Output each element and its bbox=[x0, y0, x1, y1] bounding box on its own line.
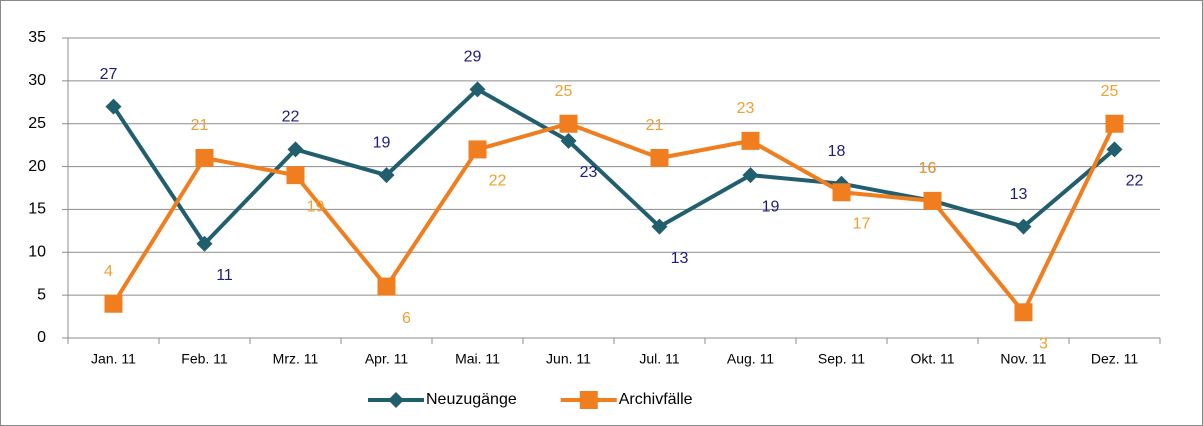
y-tick-label: 25 bbox=[28, 115, 46, 132]
y-tick-label: 10 bbox=[28, 244, 46, 261]
x-tick-label: Jul. 11 bbox=[639, 351, 679, 367]
data-label: 13 bbox=[1010, 186, 1028, 203]
data-label: 18 bbox=[828, 143, 846, 160]
data-point bbox=[1106, 141, 1123, 158]
data-point bbox=[741, 131, 760, 150]
legend-label: Archivfälle bbox=[619, 391, 693, 408]
y-tick-label: 15 bbox=[28, 201, 46, 218]
x-tick-label: Jun. 11 bbox=[546, 351, 591, 367]
data-label: 16 bbox=[919, 160, 937, 177]
data-label: 6 bbox=[402, 310, 411, 327]
x-tick-label: Feb. 11 bbox=[181, 351, 228, 367]
data-label: 25 bbox=[1101, 83, 1119, 100]
data-label: 17 bbox=[853, 216, 871, 233]
data-point bbox=[286, 166, 305, 185]
data-point bbox=[196, 235, 213, 252]
data-point bbox=[1015, 218, 1032, 235]
data-label: 23 bbox=[737, 100, 755, 117]
x-tick-label: Mrz. 11 bbox=[273, 351, 319, 367]
data-point bbox=[378, 167, 395, 184]
data-label: 16 bbox=[919, 160, 937, 177]
data-label: 4 bbox=[104, 263, 113, 280]
data-point bbox=[560, 132, 577, 149]
data-point bbox=[105, 98, 122, 115]
data-label: 19 bbox=[307, 198, 325, 215]
data-label: 13 bbox=[671, 250, 689, 267]
data-label: 21 bbox=[646, 117, 664, 134]
data-label: 19 bbox=[762, 198, 780, 215]
series-line bbox=[111, 87, 1116, 246]
x-tick-label: Aug. 11 bbox=[727, 351, 774, 367]
data-point bbox=[742, 167, 759, 184]
data-label: 3 bbox=[1039, 336, 1048, 353]
data-label: 22 bbox=[1126, 173, 1144, 190]
y-tick-label: 35 bbox=[28, 29, 46, 46]
data-point bbox=[1014, 303, 1033, 322]
data-point bbox=[1105, 114, 1124, 133]
data-point bbox=[195, 149, 214, 167]
data-point bbox=[559, 114, 578, 133]
legend-label: Neuzugänge bbox=[426, 391, 517, 408]
x-tick-label: Jan. 11 bbox=[91, 351, 136, 367]
data-point bbox=[923, 191, 942, 210]
y-tick-label: 0 bbox=[37, 329, 46, 346]
x-tick-label: Sep. 11 bbox=[818, 351, 865, 367]
data-point bbox=[469, 81, 486, 98]
x-tick-label: Okt. 11 bbox=[910, 351, 954, 367]
data-label: 29 bbox=[464, 49, 482, 66]
data-point bbox=[650, 149, 669, 167]
data-point bbox=[104, 294, 123, 313]
series-line bbox=[111, 121, 1117, 315]
y-tick-label: 30 bbox=[28, 72, 46, 89]
legend-marker bbox=[579, 391, 598, 409]
data-label: 23 bbox=[580, 164, 598, 181]
x-tick-label: Dez. 11 bbox=[1091, 351, 1138, 367]
data-label: 27 bbox=[100, 66, 118, 83]
x-tick-label: Nov. 11 bbox=[1000, 351, 1046, 367]
data-label: 21 bbox=[191, 117, 209, 134]
data-label: 22 bbox=[489, 173, 507, 190]
x-tick-label: Apr. 11 bbox=[365, 351, 409, 367]
data-point bbox=[287, 141, 304, 158]
y-tick-label: 5 bbox=[37, 286, 46, 303]
legend-marker bbox=[388, 392, 404, 408]
data-label: 22 bbox=[282, 109, 300, 126]
data-point bbox=[468, 140, 487, 159]
data-label: 19 bbox=[373, 134, 391, 151]
data-label: 25 bbox=[555, 83, 573, 100]
data-label: 11 bbox=[216, 267, 233, 284]
data-point bbox=[377, 277, 396, 296]
data-point bbox=[832, 183, 851, 202]
x-tick-label: Mai. 11 bbox=[455, 351, 500, 367]
y-tick-label: 20 bbox=[28, 158, 46, 175]
data-point bbox=[651, 218, 668, 235]
